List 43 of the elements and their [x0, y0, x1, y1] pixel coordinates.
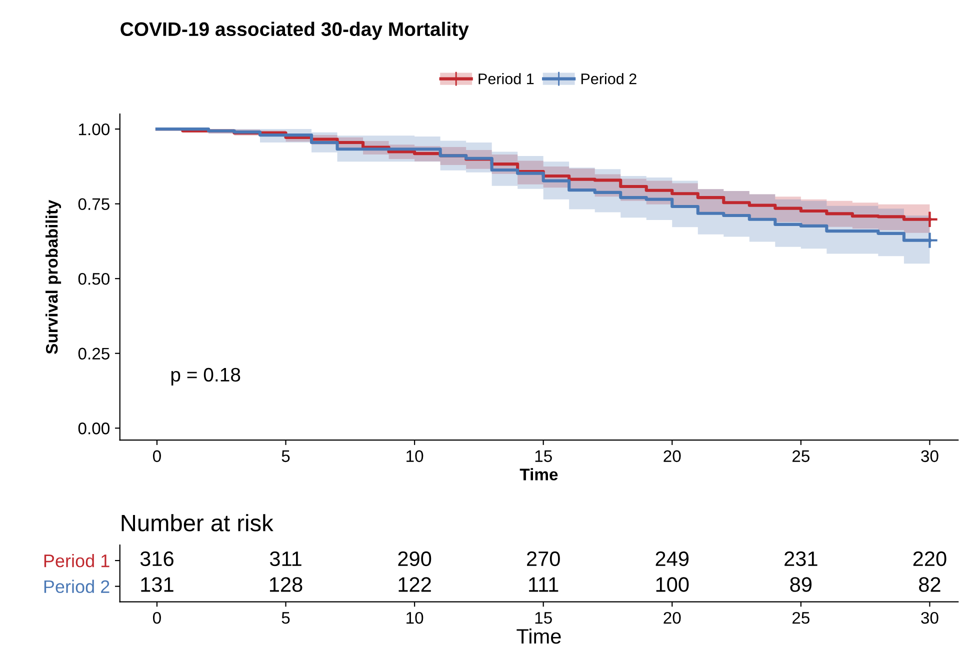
x-tick-label: 5 [282, 450, 290, 462]
y-tick-label: 0.50 [78, 272, 110, 285]
legend-label: Period 1 [478, 73, 534, 84]
legend-label: Period 2 [581, 73, 636, 84]
y-tick-label: 1.00 [78, 123, 110, 136]
x-tick-label: 20 [664, 612, 681, 624]
x-tick-label: 20 [664, 450, 681, 462]
data-label: 111 [529, 577, 558, 592]
data-label: 131 [141, 577, 174, 592]
data-label: 231 [784, 551, 818, 566]
y-axis-title: Survival probability [46, 200, 62, 354]
data-label: 89 [790, 577, 812, 592]
x-tick-label: 5 [282, 612, 290, 624]
x-tick-label: 10 [406, 612, 424, 624]
annotation: p = 0.18 [171, 368, 240, 386]
x-tick-label: 10 [406, 450, 424, 462]
x-tick-label: 15 [535, 450, 552, 462]
x-tick-label: 30 [921, 612, 938, 624]
y-tick-label: 0.25 [78, 348, 110, 360]
data-label: 249 [656, 551, 689, 566]
y-tick-label: Period 2 [44, 580, 110, 594]
y-tick-label: Period 1 [44, 554, 110, 568]
x-tick-label: 0 [152, 612, 161, 624]
data-label: 290 [398, 551, 432, 566]
data-label: 122 [398, 577, 431, 592]
chart-title: COVID-19 associated 30-day Mortality [120, 22, 469, 40]
data-label: 82 [919, 577, 940, 592]
data-label: 220 [913, 551, 946, 566]
x-tick-label: 25 [792, 612, 810, 624]
y-tick-label: 0.75 [78, 198, 110, 210]
x-axis-title: Time [520, 468, 558, 480]
x-tick-label: 15 [535, 612, 552, 624]
x-tick-label: 25 [792, 450, 810, 462]
y-tick-label: 0.00 [78, 422, 110, 434]
chart-title: Number at risk [122, 514, 274, 532]
data-label: 128 [270, 577, 302, 592]
x-tick-label: 0 [152, 450, 161, 462]
data-label: 311 [270, 551, 302, 566]
data-label: 270 [527, 551, 560, 566]
x-axis-title: Time [516, 628, 561, 644]
x-tick-label: 30 [921, 450, 938, 462]
data-label: 316 [140, 551, 174, 566]
data-label: 100 [656, 577, 689, 592]
